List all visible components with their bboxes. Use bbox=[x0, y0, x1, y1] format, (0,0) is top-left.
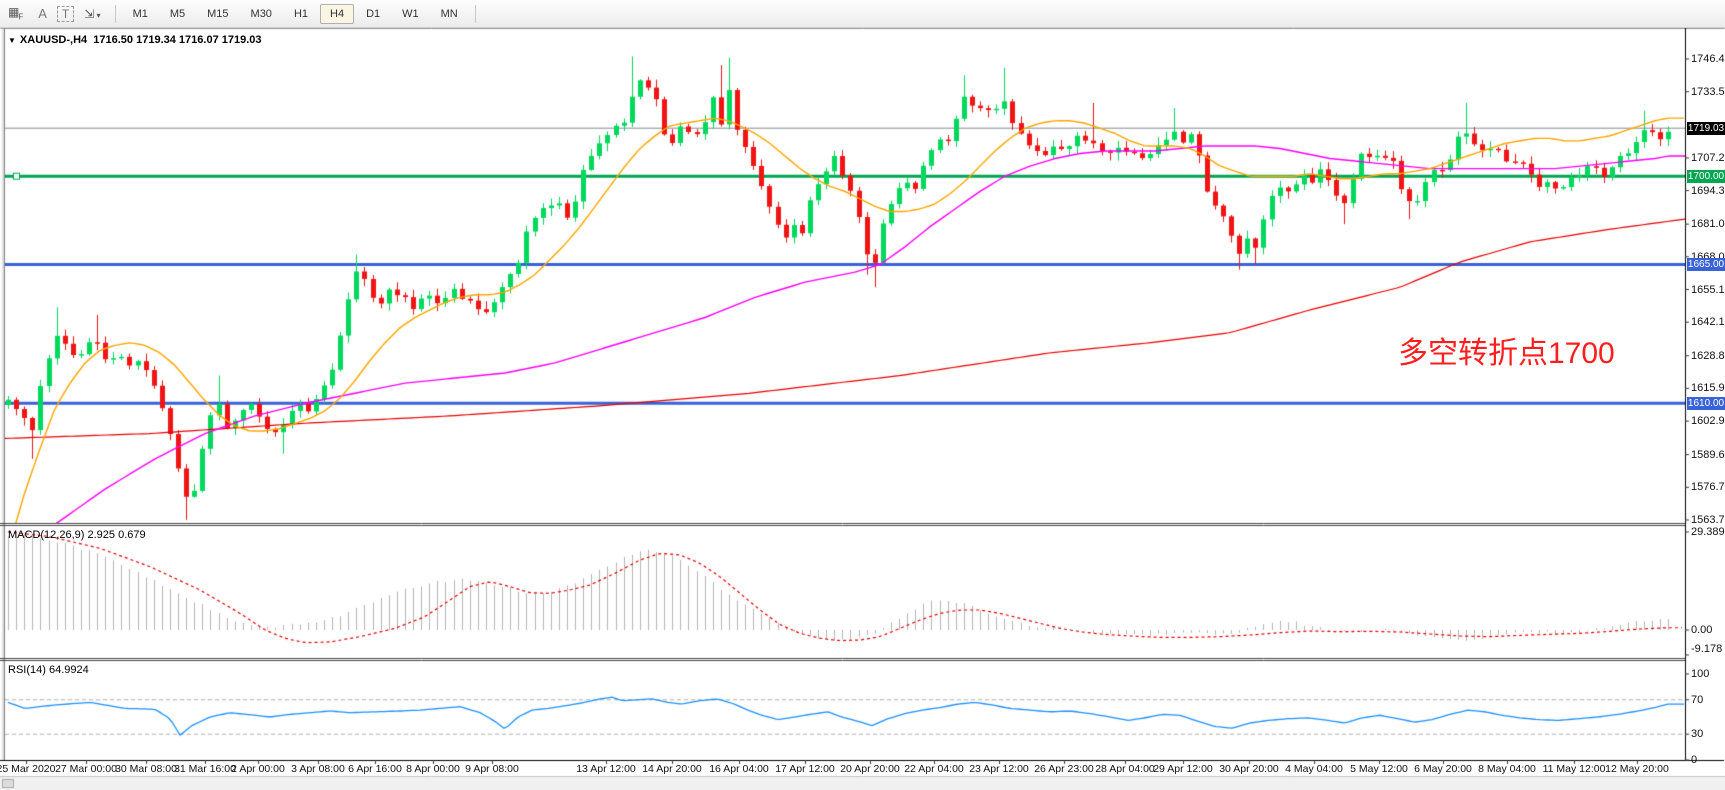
macd-axis-label: -9.178 bbox=[1691, 643, 1723, 655]
timeframe-button-m15[interactable]: M15 bbox=[207, 7, 229, 20]
timeframe-button-h1[interactable]: H1 bbox=[293, 7, 308, 20]
cursor-arrows-icon[interactable]: ⇲ ▾ bbox=[84, 6, 101, 21]
timeframe-button-mn[interactable]: MN bbox=[440, 7, 458, 20]
toolbar: ▦F A T ⇲ ▾ M1 M5 M15 M30 H1 H4 D1 W1 MN bbox=[0, 0, 1725, 28]
toolbar-separator bbox=[114, 4, 116, 23]
price-axis-tick: 1707.25 bbox=[1691, 151, 1725, 164]
time-axis-label: 11 May 12:00 bbox=[1542, 763, 1606, 775]
price-axis-tick: 1642.15 bbox=[1691, 316, 1725, 329]
time-axis-label: 23 Apr 12:00 bbox=[969, 763, 1029, 775]
time-axis-label: 13 Apr 12:00 bbox=[576, 763, 636, 775]
rsi-axis-label: 0 bbox=[1691, 754, 1698, 766]
time-axis-label: 9 Apr 08:00 bbox=[465, 763, 519, 775]
price-axis-tick: 1681.00 bbox=[1691, 218, 1725, 231]
time-axis-label: 2 Apr 00:00 bbox=[231, 763, 285, 775]
time-axis-label: 6 May 20:00 bbox=[1414, 763, 1472, 775]
rsi-axis-label: 30 bbox=[1691, 728, 1704, 741]
time-axis-label: 20 Apr 20:00 bbox=[840, 763, 900, 775]
macd-signal-value: 0.679 bbox=[118, 529, 146, 541]
time-axis-label: 30 Mar 08:00 bbox=[115, 763, 177, 775]
price-axis-tick: 1615.90 bbox=[1691, 382, 1725, 395]
dropdown-caret-icon[interactable]: ▾ bbox=[94, 10, 101, 20]
price-axis-tick: 1746.45 bbox=[1691, 53, 1725, 65]
price-axis-tick: 1563.75 bbox=[1691, 514, 1725, 526]
time-axis-label: 29 Apr 12:00 bbox=[1153, 763, 1213, 775]
time-axis-label: 6 Apr 16:00 bbox=[348, 763, 402, 775]
time-axis-label: 3 Apr 08:00 bbox=[291, 763, 345, 775]
timeframe-button-w1[interactable]: W1 bbox=[402, 7, 419, 20]
timeframe-button-m5[interactable]: M5 bbox=[169, 7, 186, 20]
text-label-icon[interactable]: A bbox=[38, 6, 47, 21]
time-axis-label: 16 Apr 04:00 bbox=[709, 763, 769, 775]
symbol-ohlc-values: 1716.50 1719.34 1716.07 1719.03 bbox=[93, 34, 262, 46]
rsi-label: RSI(14) 64.9924 bbox=[8, 664, 89, 676]
price-axis-tick: 1694.30 bbox=[1691, 184, 1725, 197]
templates-grid-icon[interactable]: ▦F bbox=[8, 5, 23, 22]
timeframe-buttons: M1 M5 M15 M30 H1 H4 D1 W1 MN bbox=[122, 3, 469, 24]
rsi-axis-label: 100 bbox=[1691, 668, 1710, 680]
price-axis-tick: 1628.85 bbox=[1691, 349, 1725, 362]
rsi-axis-label: 70 bbox=[1691, 693, 1704, 706]
symbol-name: XAUUSD-,H4 bbox=[19, 34, 88, 46]
time-axis-label: 17 Apr 12:00 bbox=[775, 763, 835, 775]
price-axis-tick: 1655.10 bbox=[1691, 283, 1725, 296]
hline-price-badge: 1700.00 bbox=[1687, 169, 1725, 183]
timeframe-button-d1[interactable]: D1 bbox=[366, 7, 381, 20]
current-price-badge: 1719.03 bbox=[1687, 121, 1725, 135]
time-axis-label: 4 May 04:00 bbox=[1285, 763, 1343, 775]
price-axis-tick: 1589.65 bbox=[1691, 448, 1725, 461]
time-axis-label: 12 May 20:00 bbox=[1605, 763, 1669, 775]
time-axis-label: 28 Apr 04:00 bbox=[1095, 763, 1155, 775]
symbol-dropdown-icon[interactable]: ▼ bbox=[8, 36, 16, 45]
price-chart-canvas[interactable] bbox=[0, 28, 1725, 790]
time-axis-label: 26 Apr 23:00 bbox=[1034, 763, 1094, 775]
time-axis-label: 25 Mar 2020 bbox=[0, 763, 56, 775]
timeframe-button-m1[interactable]: M1 bbox=[132, 7, 148, 20]
annotation-text: 多空转折点1700 bbox=[1398, 337, 1615, 370]
chart-window: ▼ XAUUSD-,H4 1716.50 1719.34 1716.07 1719… bbox=[0, 28, 1725, 790]
toolbar-separator bbox=[474, 4, 476, 23]
time-axis-label: 14 Apr 20:00 bbox=[642, 763, 702, 775]
time-axis-label: 31 Mar 16:00 bbox=[174, 763, 236, 775]
time-axis-label: 8 May 04:00 bbox=[1478, 763, 1536, 775]
rsi-value: 64.9924 bbox=[48, 664, 89, 676]
text-box-icon[interactable]: T bbox=[56, 5, 75, 22]
timeframe-button-h4[interactable]: H4 bbox=[320, 3, 355, 24]
price-axis-tick: 1602.95 bbox=[1691, 415, 1725, 428]
macd-value: 2.925 bbox=[87, 529, 116, 541]
time-axis-label: 5 May 12:00 bbox=[1350, 763, 1408, 775]
time-axis-label: 22 Apr 04:00 bbox=[904, 763, 964, 775]
timeframe-button-m30[interactable]: M30 bbox=[250, 7, 272, 20]
hline-price-badge: 1610.00 bbox=[1687, 396, 1725, 410]
macd-label: MACD(12,26,9) 2.925 0.679 bbox=[8, 529, 146, 541]
time-axis-label: 30 Apr 20:00 bbox=[1219, 763, 1279, 775]
price-axis-tick: 1576.70 bbox=[1691, 481, 1725, 494]
macd-axis-label: 0.00 bbox=[1691, 624, 1713, 636]
symbol-title[interactable]: ▼ XAUUSD-,H4 1716.50 1719.34 1716.07 1719… bbox=[8, 34, 262, 46]
hline-price-badge: 1665.00 bbox=[1687, 258, 1725, 272]
macd-axis-label: 29.389 bbox=[1691, 526, 1725, 538]
time-axis-label: 27 Mar 00:00 bbox=[55, 763, 117, 775]
time-axis-label: 8 Apr 00:00 bbox=[406, 763, 460, 775]
price-axis-tick: 1733.50 bbox=[1691, 85, 1725, 98]
